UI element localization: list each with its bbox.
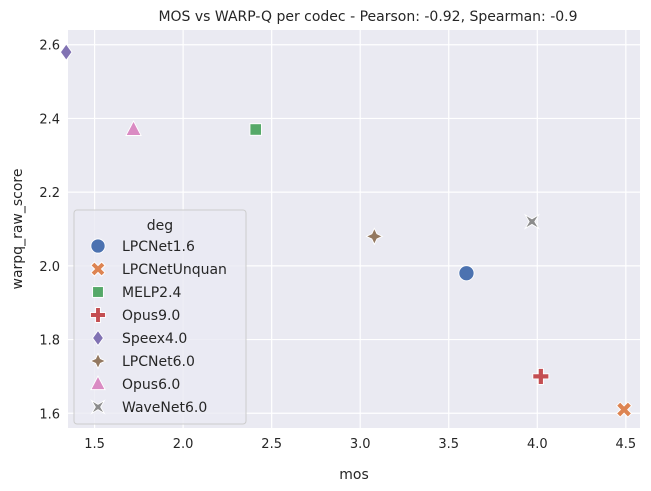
chart-title: MOS vs WARP-Q per codec - Pearson: -0.92… bbox=[158, 9, 577, 25]
data-point-melp2-4 bbox=[249, 123, 262, 136]
legend-marker-opus6-0 bbox=[90, 375, 106, 391]
legend-label-lpcnet1-6: LPCNet1.6 bbox=[122, 239, 195, 255]
y-tick-label: 2.2 bbox=[39, 186, 60, 201]
y-tick-label: 1.8 bbox=[39, 334, 60, 349]
data-point-lpcnet1-6 bbox=[458, 265, 475, 282]
data-point-lpcnet6-0 bbox=[365, 227, 384, 246]
legend-label-melp2-4: MELP2.4 bbox=[122, 285, 182, 301]
x-tick-label: 4.0 bbox=[527, 437, 548, 452]
x-axis-label: mos bbox=[339, 467, 369, 483]
legend-label-lpcnet6-0: LPCNet6.0 bbox=[122, 354, 195, 370]
y-tick-label: 2.0 bbox=[39, 260, 60, 275]
legend-marker-lpcnet6-0 bbox=[89, 352, 107, 370]
legend-marker-speex4-0 bbox=[92, 329, 104, 347]
data-point-speex4-0 bbox=[59, 43, 73, 61]
legend: deg LPCNet1.6 LPCNetUnquan MELP2.4 Opus9.0 S… bbox=[73, 209, 247, 425]
x-tick-label: 3.5 bbox=[438, 437, 459, 452]
y-tick-label: 2.6 bbox=[39, 39, 60, 54]
legend-marker-lpcnetunquan bbox=[90, 261, 106, 277]
data-points bbox=[59, 43, 633, 418]
data-point-opus6-0 bbox=[125, 120, 142, 136]
y-tick-label: 2.4 bbox=[39, 112, 60, 127]
x-axis-ticks: 1.5 2.0 2.5 3.0 3.5 4.0 4.5 bbox=[84, 437, 636, 452]
legend-marker-opus9-0 bbox=[90, 307, 106, 323]
data-point-wavenet6-0 bbox=[523, 213, 541, 230]
legend-items: LPCNet1.6 LPCNetUnquan MELP2.4 Opus9.0 Speex… bbox=[89, 238, 227, 416]
legend-label-speex4-0: Speex4.0 bbox=[122, 331, 187, 347]
y-tick-label: 1.6 bbox=[39, 407, 60, 422]
x-tick-label: 2.5 bbox=[261, 437, 282, 452]
legend-marker-wavenet6-0 bbox=[90, 399, 106, 415]
legend-box bbox=[73, 209, 247, 425]
legend-title: deg bbox=[147, 218, 173, 234]
legend-label-wavenet6-0: WaveNet6.0 bbox=[122, 400, 207, 416]
x-tick-label: 3.0 bbox=[350, 437, 371, 452]
legend-label-opus6-0: Opus6.0 bbox=[122, 377, 180, 393]
data-point-lpcnetunquan bbox=[615, 401, 633, 418]
y-axis-label: warpq_raw_score bbox=[10, 169, 26, 290]
legend-label-opus9-0: Opus9.0 bbox=[122, 308, 180, 324]
legend-marker-melp2-4 bbox=[92, 286, 104, 298]
legend-label-lpcnetunquan: LPCNetUnquan bbox=[122, 262, 227, 278]
legend-marker-lpcnet1-6 bbox=[90, 238, 106, 254]
x-tick-label: 1.5 bbox=[84, 437, 105, 452]
x-tick-label: 2.0 bbox=[173, 437, 194, 452]
y-axis-ticks: 1.6 1.8 2.0 2.2 2.4 2.6 bbox=[39, 39, 60, 423]
data-point-opus9-0 bbox=[532, 367, 550, 385]
x-tick-label: 4.5 bbox=[615, 437, 636, 452]
